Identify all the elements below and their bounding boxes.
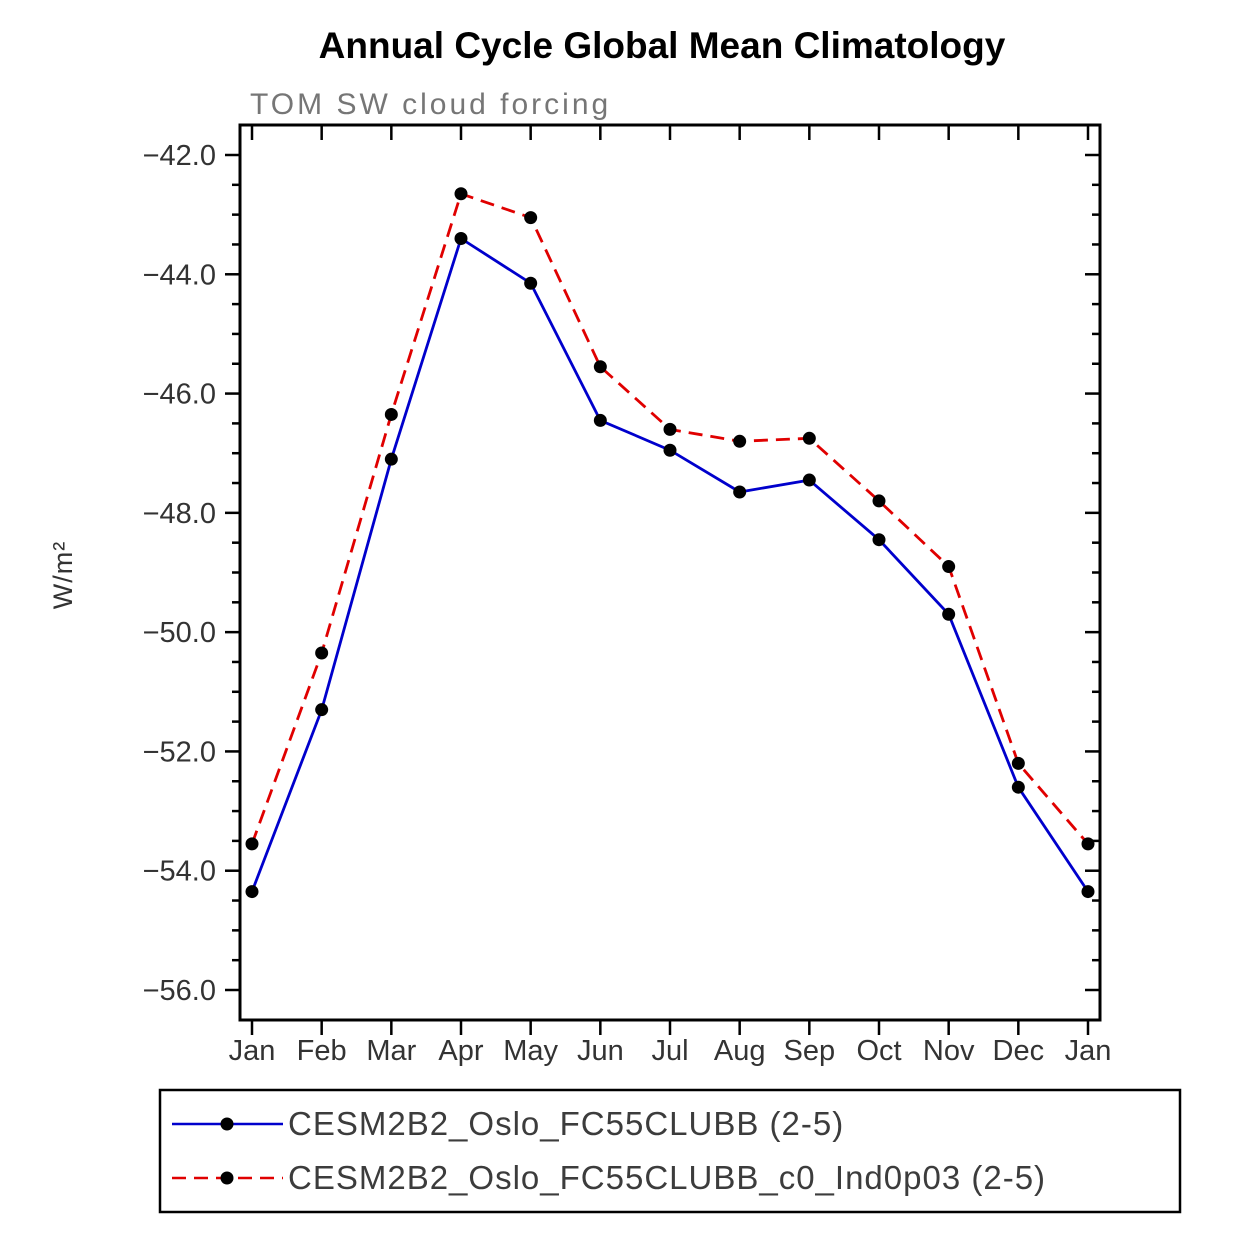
y-axis-label: W/m² <box>48 541 78 609</box>
y-tick-label: −50.0 <box>143 617 216 649</box>
legend: CESM2B2_Oslo_FC55CLUBB (2-5) CESM2B2_Osl… <box>158 1088 1182 1214</box>
legend-label-0: CESM2B2_Oslo_FC55CLUBB (2-5) <box>288 1105 844 1142</box>
x-tick-label: Apr <box>438 1035 483 1067</box>
x-tick-label: Mar <box>366 1035 416 1067</box>
data-point <box>663 422 677 436</box>
data-point <box>1011 756 1025 770</box>
data-point <box>802 431 816 445</box>
y-tick-label: −52.0 <box>143 736 216 768</box>
y-tick-label: −46.0 <box>143 379 216 411</box>
data-point <box>593 413 607 427</box>
data-point <box>663 443 677 457</box>
legend-box <box>158 1088 1182 1214</box>
x-tick-label: Jun <box>577 1035 624 1067</box>
x-tick-label: Sep <box>784 1035 836 1067</box>
data-point <box>315 646 329 660</box>
axis-tick-labels: −42.0 −44.0 −46.0 −48.0 −50.0 −52.0 −54.0 −56.0… <box>143 140 1112 1067</box>
data-point <box>384 452 398 466</box>
data-point <box>942 560 956 574</box>
legend-label-1: CESM2B2_Oslo_FC55CLUBB_c0_Ind0p03 (2-5) <box>288 1159 1046 1196</box>
data-point <box>942 607 956 621</box>
y-tick-label: −48.0 <box>143 498 216 530</box>
data-point <box>524 276 538 290</box>
plot-border <box>238 123 1102 1022</box>
x-tick-label: Feb <box>297 1035 347 1067</box>
data-point <box>593 360 607 374</box>
data-point <box>245 885 259 899</box>
plot-area: −42.0 −44.0 −46.0 −48.0 −50.0 −52.0 −54.0 −56.0… <box>143 123 1112 1067</box>
x-tick-label: Jul <box>651 1035 688 1067</box>
data-point <box>802 473 816 487</box>
data-point <box>454 187 468 201</box>
data-point <box>733 485 747 499</box>
series-line-0 <box>250 236 1090 893</box>
x-tick-label: Jan <box>1065 1035 1112 1067</box>
data-point <box>245 837 259 851</box>
x-tick-label: Jan <box>229 1035 276 1067</box>
legend-marker-0 <box>220 1117 234 1131</box>
data-point <box>524 211 538 225</box>
y-tick-label: −44.0 <box>143 259 216 291</box>
x-tick-label: May <box>503 1035 558 1067</box>
y-tick-label: −54.0 <box>143 856 216 888</box>
y-tick-label: −56.0 <box>143 975 216 1007</box>
data-point <box>1081 885 1095 899</box>
x-tick-label: Oct <box>856 1035 901 1067</box>
data-point <box>384 407 398 421</box>
data-point <box>454 232 468 245</box>
data-point <box>872 494 886 508</box>
chart-title: Annual Cycle Global Mean Climatology <box>319 25 1006 66</box>
legend-marker-1 <box>220 1171 234 1185</box>
x-tick-label: Nov <box>923 1035 975 1067</box>
data-point <box>1011 780 1025 794</box>
series-line-1 <box>250 192 1090 845</box>
data-point <box>1081 837 1095 851</box>
y-tick-label: −42.0 <box>143 140 216 172</box>
data-point <box>872 533 886 547</box>
data-point <box>315 703 329 717</box>
axis-ticks <box>225 125 1100 1035</box>
x-tick-label: Aug <box>714 1035 766 1067</box>
data-point <box>733 434 747 448</box>
x-tick-label: Dec <box>993 1035 1045 1067</box>
chart-subtitle: TOM SW cloud forcing <box>250 88 611 121</box>
